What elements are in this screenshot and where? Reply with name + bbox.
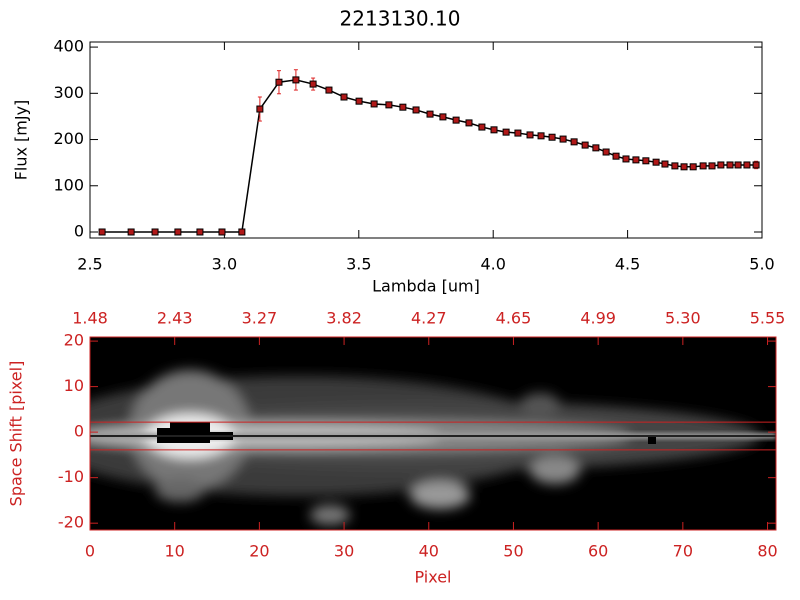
data-point xyxy=(632,156,640,164)
data-point xyxy=(642,157,650,165)
data-point xyxy=(218,228,226,236)
x-tick-label: 20 xyxy=(249,542,269,561)
data-point xyxy=(399,103,407,111)
x2-tick-label: 5.55 xyxy=(750,309,786,328)
x2-tick-label: 5.30 xyxy=(665,309,701,328)
data-point xyxy=(514,129,522,137)
data-point xyxy=(548,133,556,141)
data-point xyxy=(661,160,669,168)
x-tick-label: 2.5 xyxy=(77,255,102,274)
data-point xyxy=(502,128,510,136)
data-point xyxy=(325,86,333,94)
x-tick-label: 60 xyxy=(588,542,608,561)
data-point xyxy=(743,161,751,169)
y-axis-label: Flux [mJy] xyxy=(12,100,31,181)
x-axis-label: Lambda [um] xyxy=(372,277,480,296)
data-point xyxy=(275,78,283,86)
data-point xyxy=(196,228,204,236)
data-point xyxy=(426,110,434,118)
x2-tick-label: 3.82 xyxy=(326,309,362,328)
data-point xyxy=(581,141,589,149)
y-tick-label: 10 xyxy=(64,376,84,395)
data-point xyxy=(570,138,578,146)
data-point xyxy=(537,132,545,140)
y-tick-label: -10 xyxy=(58,467,84,486)
data-point xyxy=(355,97,363,105)
x-tick-label: 3.5 xyxy=(346,255,371,274)
data-point xyxy=(652,158,660,166)
x-tick-label: 10 xyxy=(165,542,185,561)
x-axis-label: Pixel xyxy=(414,568,451,587)
y-tick-label: 20 xyxy=(64,331,84,350)
x-tick-label: 30 xyxy=(334,542,354,561)
data-point xyxy=(602,148,610,156)
x2-tick-label: 4.99 xyxy=(580,309,616,328)
data-point xyxy=(699,162,707,170)
spectrum-image xyxy=(90,337,776,530)
data-point xyxy=(717,161,725,169)
x2-tick-label: 1.48 xyxy=(72,309,108,328)
data-point xyxy=(465,119,473,127)
data-point xyxy=(726,161,734,169)
data-point xyxy=(671,162,679,170)
data-point xyxy=(559,135,567,143)
x-tick-label: 40 xyxy=(419,542,439,561)
top-frame xyxy=(89,41,763,239)
data-point xyxy=(452,116,460,124)
data-point xyxy=(478,123,486,131)
data-point xyxy=(439,113,447,121)
x-tick-label: 3.0 xyxy=(212,255,237,274)
y-tick-label: 400 xyxy=(53,37,84,56)
data-point xyxy=(309,80,317,88)
y-tick-label: 0 xyxy=(74,221,84,240)
data-point xyxy=(238,228,246,236)
data-point xyxy=(680,163,688,171)
data-point xyxy=(752,161,760,169)
data-point xyxy=(98,228,106,236)
data-point xyxy=(370,100,378,108)
x2-tick-label: 3.27 xyxy=(242,309,278,328)
data-point xyxy=(490,126,498,134)
x-tick-label: 50 xyxy=(503,542,523,561)
data-point xyxy=(526,131,534,139)
y-tick-label: 0 xyxy=(74,422,84,441)
x2-tick-label: 2.43 xyxy=(157,309,193,328)
x-tick-label: 70 xyxy=(673,542,693,561)
x-tick-label: 0 xyxy=(85,542,95,561)
data-point xyxy=(622,155,630,163)
data-point xyxy=(151,228,159,236)
y-tick-label: -20 xyxy=(58,513,84,532)
y-tick-label: 300 xyxy=(53,83,84,102)
flux-line xyxy=(102,79,757,233)
y-tick-label: 100 xyxy=(53,175,84,194)
x-tick-label: 4.0 xyxy=(480,255,505,274)
data-point xyxy=(292,76,300,84)
data-point xyxy=(734,161,742,169)
x-tick-label: 80 xyxy=(757,542,777,561)
data-point xyxy=(340,93,348,101)
data-point xyxy=(689,163,697,171)
data-point xyxy=(708,162,716,170)
x-tick-label: 4.5 xyxy=(615,255,640,274)
data-point xyxy=(127,228,135,236)
data-point xyxy=(385,101,393,109)
data-point xyxy=(256,105,264,113)
data-point xyxy=(592,144,600,152)
chart-title: 2213130.10 xyxy=(340,7,461,31)
x2-tick-label: 4.65 xyxy=(496,309,532,328)
data-point xyxy=(612,152,620,160)
bottom-frame xyxy=(89,336,777,531)
x2-tick-label: 4.27 xyxy=(411,309,447,328)
y-tick-label: 200 xyxy=(53,129,84,148)
data-point xyxy=(412,106,420,114)
x-tick-label: 5.0 xyxy=(749,255,774,274)
y-axis-label: Space Shift [pixel] xyxy=(7,361,26,507)
data-point xyxy=(174,228,182,236)
